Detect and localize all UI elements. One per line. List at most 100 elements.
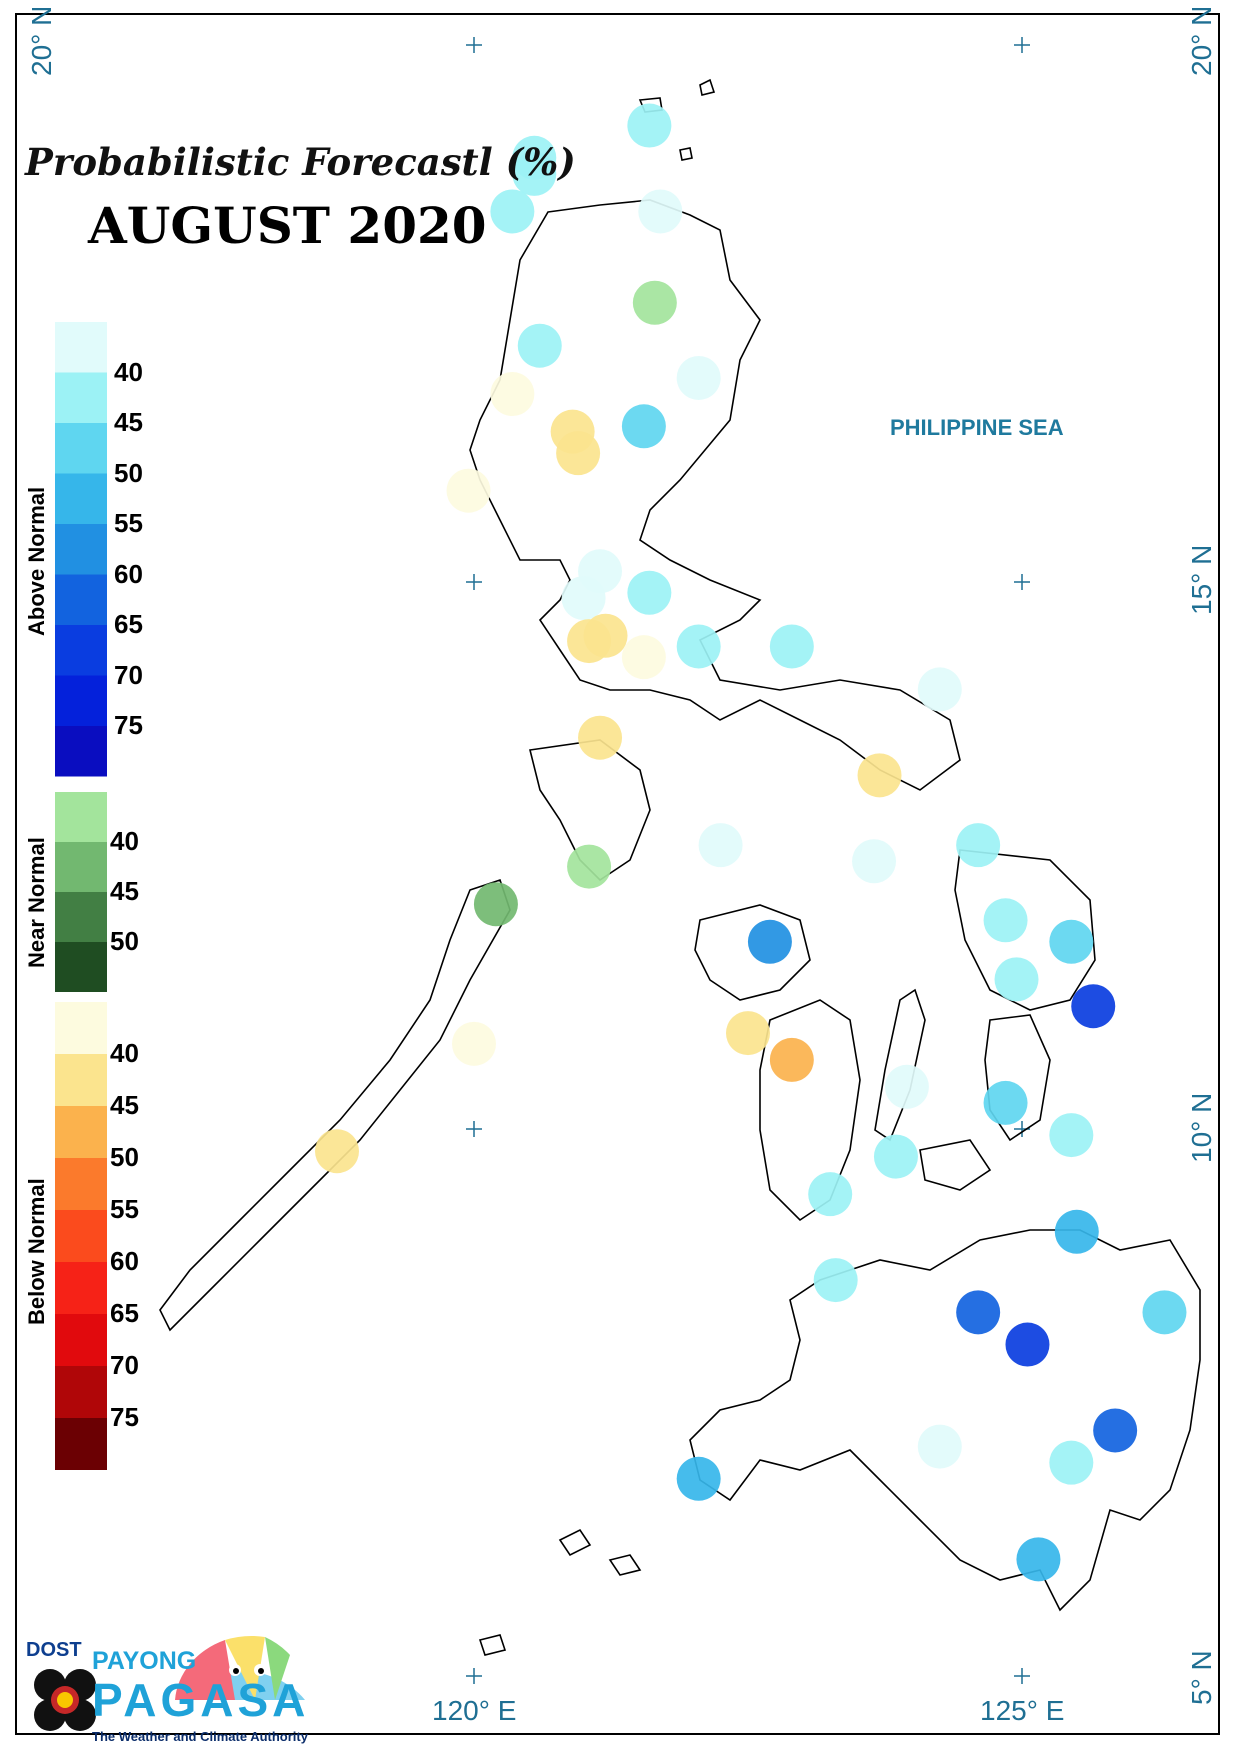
station-marker [578, 715, 623, 760]
station-markers [315, 103, 1187, 1582]
station-marker [917, 1424, 962, 1469]
station-marker [676, 355, 721, 400]
legend-tick-above: 60 [114, 558, 143, 589]
legend-label-near: Near Normal [24, 837, 49, 968]
lon-label-120: 120° E [432, 1695, 517, 1726]
station-marker [561, 576, 606, 621]
coastline [159, 78, 1201, 1656]
legend-swatch-below [55, 1262, 107, 1314]
station-marker [852, 839, 897, 884]
legend-tick-below: 40 [110, 1038, 139, 1068]
legend-swatch-above [55, 675, 107, 726]
graticule [466, 37, 1030, 1684]
station-marker [873, 1134, 918, 1179]
legend-swatch-below [55, 1106, 107, 1158]
station-marker [1093, 1408, 1138, 1453]
lat-label-20-right: 20° N [1186, 5, 1217, 76]
legend-swatch-near [55, 792, 107, 842]
legend-tick-below: 60 [110, 1246, 139, 1276]
pagasa-text: PAGASA [92, 1674, 310, 1726]
station-marker [583, 613, 628, 658]
station-marker [1005, 1322, 1050, 1367]
dost-text: DOST [26, 1639, 82, 1661]
legend-tick-below: 50 [110, 1142, 139, 1172]
map-frame [15, 13, 1220, 1735]
station-marker [621, 635, 666, 680]
station-marker [452, 1021, 496, 1066]
legend-swatch-above [55, 574, 107, 625]
legend-swatch-above [55, 625, 107, 676]
legend-swatch-below [55, 1418, 107, 1470]
station-marker [512, 151, 557, 196]
station-marker [726, 1011, 770, 1056]
legend-swatch-below [55, 1002, 107, 1054]
legend-tick-above: 70 [114, 659, 143, 690]
legend-swatch-below [55, 1366, 107, 1418]
legend-swatch-above [55, 372, 107, 423]
station-marker [808, 1172, 853, 1217]
legend-tick-below: 70 [110, 1350, 139, 1380]
legend-swatch-below [55, 1054, 107, 1106]
sea-label: PHILIPPINE SEA [890, 415, 1064, 440]
station-marker [983, 898, 1028, 943]
legend-tick-below: 75 [110, 1402, 139, 1432]
legend-swatch-above [55, 726, 107, 777]
legend-swatch-near [55, 842, 107, 892]
station-marker [490, 189, 535, 234]
lat-label-5: 5° N [1186, 1650, 1217, 1705]
legend-swatch-below [55, 1314, 107, 1366]
legend-swatch-below [55, 1158, 107, 1210]
station-marker [676, 624, 721, 669]
lat-label-20-left: 20° N [26, 5, 57, 76]
station-marker [994, 957, 1039, 1002]
legend-tick-above: 40 [114, 356, 143, 387]
lat-label-10: 10° N [1186, 1092, 1217, 1163]
legend-swatch-above [55, 473, 107, 524]
station-marker [567, 844, 612, 889]
legend-tick-near: 40 [110, 826, 139, 856]
station-marker [627, 103, 672, 148]
payong-text: PAYONG [92, 1647, 197, 1675]
station-marker [983, 1080, 1028, 1125]
legend-swatch-near [55, 942, 107, 992]
station-marker [517, 323, 562, 368]
station-marker [1054, 1209, 1099, 1254]
legend-tick-above: 50 [114, 457, 143, 488]
station-marker [917, 667, 962, 712]
legend-tick-below: 55 [110, 1194, 139, 1224]
station-marker [884, 1064, 929, 1109]
legend-tick-near: 45 [110, 876, 139, 906]
legend-tick-near: 50 [110, 926, 139, 956]
lat-label-15: 15° N [1186, 544, 1217, 615]
station-marker [621, 404, 666, 449]
station-marker [857, 753, 902, 798]
station-marker [956, 1290, 1001, 1335]
legend-label-above: Above Normal [24, 486, 49, 636]
legend-colorbars [55, 322, 107, 1470]
station-marker [1142, 1290, 1187, 1335]
legend-tick-above: 75 [114, 710, 143, 740]
station-marker [315, 1129, 359, 1174]
pagasa-logo: DOST PAYONG PAGASA The Weather and Clima… [20, 1615, 320, 1745]
legend-swatch-near [55, 892, 107, 942]
station-marker [556, 431, 601, 476]
legend-swatch-above [55, 524, 107, 575]
legend-tick-above: 45 [114, 407, 143, 437]
umbrella-icon [34, 1636, 305, 1731]
legend-label-below: Below Normal [24, 1178, 49, 1325]
station-marker [1016, 1537, 1061, 1582]
station-marker [1049, 1440, 1094, 1485]
station-marker [446, 468, 491, 513]
station-marker [638, 189, 683, 234]
station-marker [1071, 984, 1116, 1029]
station-marker [813, 1258, 858, 1303]
station-marker [490, 372, 535, 417]
station-marker [747, 919, 792, 964]
pagasa-tagline: The Weather and Climate Authority [92, 1729, 308, 1744]
station-marker [676, 1456, 721, 1501]
station-marker [1049, 1113, 1094, 1158]
station-marker [627, 570, 672, 615]
map-subtitle: AUGUST 2020 [88, 196, 487, 255]
station-marker [473, 882, 518, 927]
